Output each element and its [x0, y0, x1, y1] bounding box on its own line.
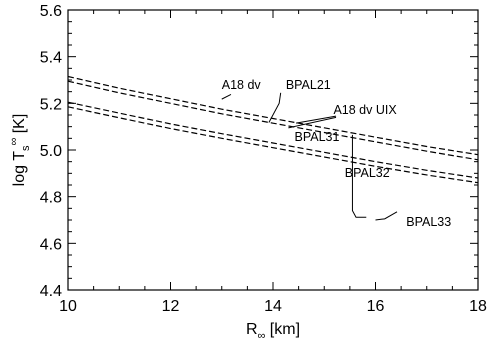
- y-axis-label-unit: [K]: [11, 114, 28, 138]
- leader-line-4: [288, 117, 336, 128]
- annotation-label: BPAL33: [406, 215, 451, 229]
- x-tick-label: 16: [367, 298, 385, 315]
- plot-frame: [68, 10, 478, 290]
- y-axis-label-subscript: s: [20, 145, 32, 151]
- x-axis-label-subscript: ∞: [258, 330, 266, 342]
- x-tick-label: 12: [162, 298, 180, 315]
- y-tick-label: 5.0: [40, 143, 62, 160]
- x-tick-label: 18: [469, 298, 487, 315]
- leader-line-6: [376, 212, 398, 220]
- y-axis-label-main: log T: [11, 151, 28, 187]
- leader-line-2: [269, 93, 281, 123]
- x-tick-label: 10: [59, 298, 77, 315]
- y-tick-label: 4.6: [40, 236, 62, 253]
- y-tick-label: 5.2: [40, 96, 62, 113]
- y-tick-label: 5.4: [40, 50, 62, 67]
- annotation-label: A18 dv UIX: [333, 103, 397, 117]
- y-tick-label: 4.4: [40, 283, 62, 300]
- y-tick-label: 5.6: [40, 3, 62, 20]
- curves: [68, 77, 478, 183]
- y-axis-label-superscript: ∞: [8, 138, 20, 146]
- axis-ticks: 10 12 14 16 18 4.4 4.6 4.8 5.0 5.2 5.4 5.6: [40, 3, 487, 315]
- x-axis-label: R∞ [km]: [246, 321, 300, 342]
- annotation-label: BPAL31: [295, 130, 340, 144]
- x-tick-label: 14: [264, 298, 282, 315]
- y-tick-label: 4.8: [40, 190, 62, 207]
- leader-line-1: [222, 94, 231, 99]
- y-axis-label: log Ts∞ [K]: [8, 114, 32, 187]
- annotation-label: A18 dv: [222, 78, 262, 92]
- annotation-label: BPAL32: [345, 166, 390, 180]
- dashed-curve-3: [68, 102, 478, 178]
- x-axis-label-main: R: [246, 321, 258, 338]
- x-axis-label-unit: [km]: [265, 321, 300, 338]
- annotation-label: BPAL21: [286, 78, 331, 92]
